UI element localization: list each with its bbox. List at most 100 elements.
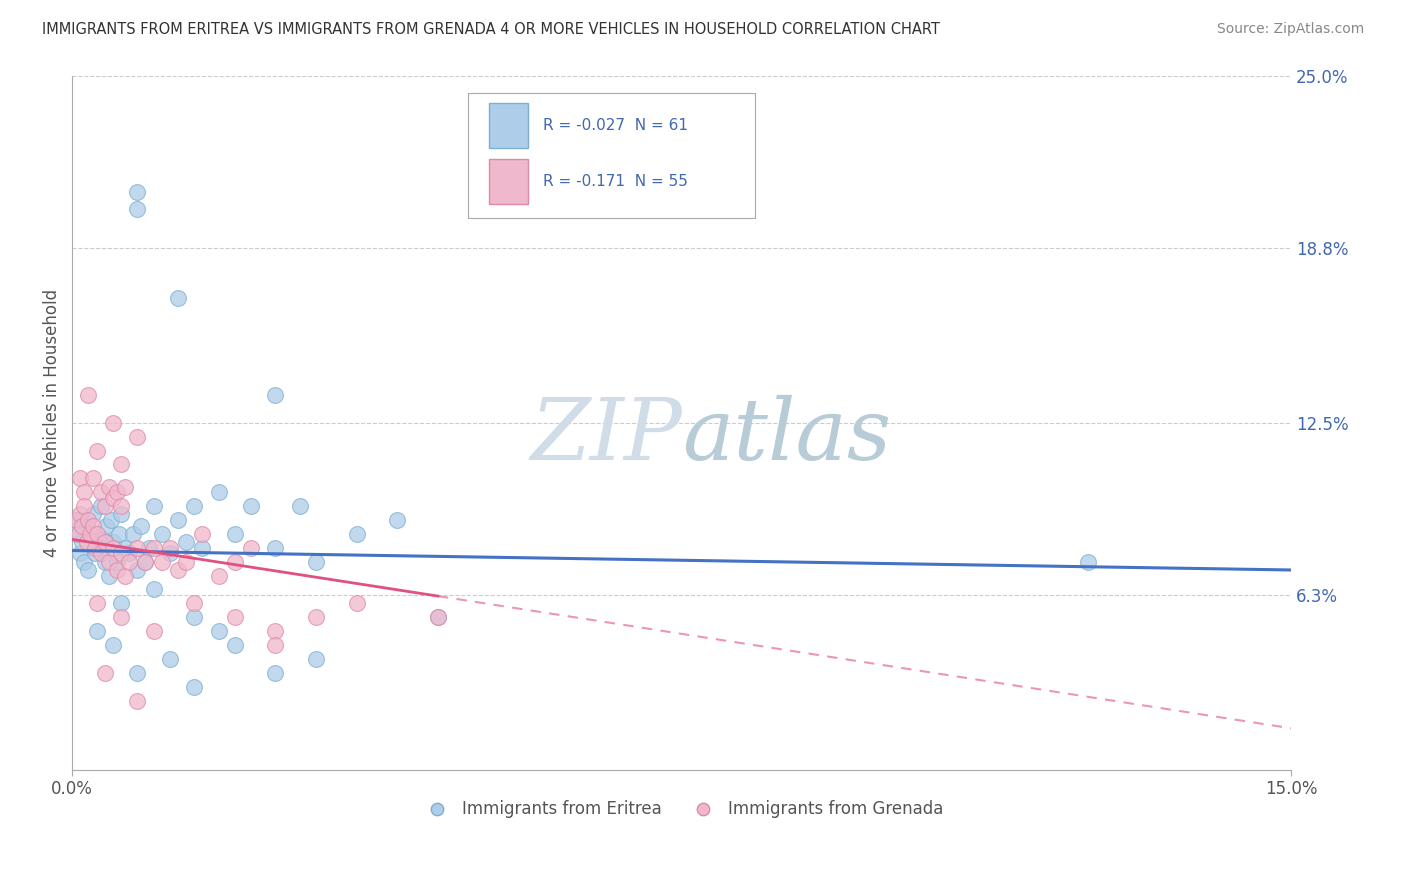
Point bbox=[65, 513, 87, 527]
Point bbox=[96, 518, 118, 533]
Point bbox=[65, 527, 87, 541]
Point bbox=[70, 518, 93, 533]
Point bbox=[191, 527, 214, 541]
Point bbox=[305, 610, 328, 624]
Point bbox=[84, 546, 107, 560]
Point bbox=[207, 568, 229, 582]
Point bbox=[224, 638, 246, 652]
Point bbox=[84, 541, 107, 555]
Point bbox=[134, 555, 156, 569]
Point bbox=[101, 535, 124, 549]
Point bbox=[101, 491, 124, 505]
Point bbox=[73, 485, 96, 500]
Point bbox=[90, 546, 112, 560]
Point bbox=[264, 388, 287, 402]
Point bbox=[100, 513, 122, 527]
Text: R = -0.027  N = 61: R = -0.027 N = 61 bbox=[543, 119, 688, 134]
Point bbox=[86, 596, 108, 610]
Bar bbox=[489, 159, 529, 204]
Point bbox=[174, 535, 197, 549]
Point bbox=[110, 508, 132, 522]
Point bbox=[76, 518, 98, 533]
Point bbox=[110, 596, 132, 610]
Point bbox=[346, 527, 368, 541]
Point bbox=[127, 202, 149, 216]
Point bbox=[101, 638, 124, 652]
Point bbox=[224, 555, 246, 569]
Point bbox=[142, 624, 165, 639]
Point bbox=[82, 471, 104, 485]
FancyBboxPatch shape bbox=[468, 93, 755, 218]
Point bbox=[110, 546, 132, 560]
Point bbox=[79, 527, 101, 541]
Text: Source: ZipAtlas.com: Source: ZipAtlas.com bbox=[1216, 22, 1364, 37]
Point bbox=[105, 563, 128, 577]
Point bbox=[127, 185, 149, 199]
Point bbox=[97, 480, 120, 494]
Point bbox=[191, 541, 214, 555]
Point bbox=[207, 624, 229, 639]
Point bbox=[77, 513, 100, 527]
Point bbox=[110, 458, 132, 472]
Point bbox=[224, 610, 246, 624]
Point bbox=[67, 527, 90, 541]
Point bbox=[240, 499, 263, 513]
Point bbox=[101, 541, 124, 555]
Point bbox=[118, 546, 141, 560]
Point bbox=[69, 546, 91, 560]
Point bbox=[105, 485, 128, 500]
Point bbox=[183, 680, 205, 694]
Point bbox=[159, 652, 181, 666]
Point bbox=[224, 527, 246, 541]
Point bbox=[1077, 555, 1099, 569]
Point bbox=[93, 555, 115, 569]
Point bbox=[167, 563, 190, 577]
Point bbox=[91, 533, 114, 547]
Point bbox=[127, 563, 149, 577]
Point bbox=[288, 499, 311, 513]
Point bbox=[150, 555, 173, 569]
Point bbox=[67, 513, 90, 527]
Point bbox=[90, 499, 112, 513]
Point bbox=[426, 610, 449, 624]
Point bbox=[110, 499, 132, 513]
Point bbox=[207, 485, 229, 500]
Point bbox=[127, 693, 149, 707]
Text: IMMIGRANTS FROM ERITREA VS IMMIGRANTS FROM GRENADA 4 OR MORE VEHICLES IN HOUSEHO: IMMIGRANTS FROM ERITREA VS IMMIGRANTS FR… bbox=[42, 22, 941, 37]
Point bbox=[93, 665, 115, 680]
Text: R = -0.171  N = 55: R = -0.171 N = 55 bbox=[543, 174, 688, 189]
Text: ZIP: ZIP bbox=[530, 395, 682, 478]
Point bbox=[142, 582, 165, 597]
Point bbox=[150, 527, 173, 541]
Legend: Immigrants from Eritrea, Immigrants from Grenada: Immigrants from Eritrea, Immigrants from… bbox=[413, 793, 950, 824]
Point bbox=[305, 555, 328, 569]
Point bbox=[183, 610, 205, 624]
Point bbox=[114, 480, 136, 494]
Y-axis label: 4 or more Vehicles in Household: 4 or more Vehicles in Household bbox=[44, 289, 60, 557]
Point bbox=[86, 443, 108, 458]
Point bbox=[76, 535, 98, 549]
Point bbox=[305, 652, 328, 666]
Point bbox=[77, 388, 100, 402]
Point bbox=[134, 555, 156, 569]
Point bbox=[118, 555, 141, 569]
Point bbox=[264, 638, 287, 652]
Point bbox=[167, 291, 190, 305]
Point bbox=[167, 513, 190, 527]
Point bbox=[138, 541, 160, 555]
Bar bbox=[489, 103, 529, 148]
Point bbox=[122, 527, 145, 541]
Point bbox=[183, 596, 205, 610]
Point bbox=[426, 610, 449, 624]
Point bbox=[174, 555, 197, 569]
Point bbox=[240, 541, 263, 555]
Point bbox=[69, 508, 91, 522]
Point bbox=[114, 568, 136, 582]
Point bbox=[79, 527, 101, 541]
Point bbox=[142, 499, 165, 513]
Point bbox=[73, 555, 96, 569]
Point bbox=[114, 541, 136, 555]
Point bbox=[77, 563, 100, 577]
Point bbox=[127, 665, 149, 680]
Point bbox=[264, 665, 287, 680]
